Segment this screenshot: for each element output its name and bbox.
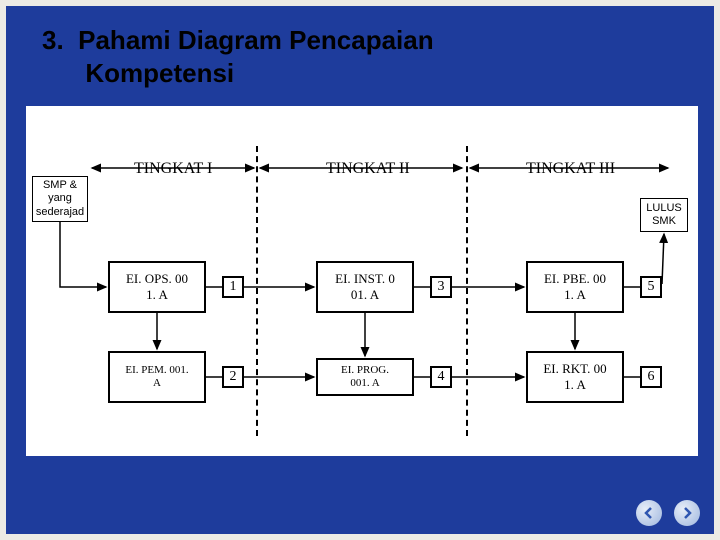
step-6: 6 <box>640 366 662 388</box>
level-2-label: TINGKAT II <box>326 160 410 178</box>
level-3-label: TINGKAT III <box>526 160 615 178</box>
separator-2 <box>466 146 468 436</box>
step-2: 2 <box>222 366 244 388</box>
separator-1 <box>256 146 258 436</box>
node-ops: EI. OPS. 00 1. A <box>108 261 206 313</box>
output-box-text: LULUS SMK <box>646 202 681 228</box>
node-inst-text: EI. INST. 0 01. A <box>335 271 395 302</box>
level-1-label: TINGKAT I <box>134 160 212 178</box>
node-pem: EI. PEM. 001. A <box>108 351 206 403</box>
input-box-text: SMP & yang sederajad <box>36 179 84 219</box>
node-rkt-text: EI. RKT. 00 1. A <box>543 361 606 392</box>
node-ops-text: EI. OPS. 00 1. A <box>126 271 188 302</box>
chevron-left-icon <box>642 506 656 520</box>
prev-button[interactable] <box>636 500 662 526</box>
diagram-canvas: TINGKAT I TINGKAT II TINGKAT III SMP & y… <box>26 106 698 456</box>
node-pem-text: EI. PEM. 001. A <box>125 364 188 390</box>
slide-background: 3. Pahami Diagram Pencapaian Kompetensi … <box>6 6 714 534</box>
node-rkt: EI. RKT. 00 1. A <box>526 351 624 403</box>
node-prog: EI. PROG. 001. A <box>316 358 414 396</box>
slide-title: 3. Pahami Diagram Pencapaian Kompetensi <box>42 24 434 89</box>
title-text: 3. Pahami Diagram Pencapaian Kompetensi <box>42 25 434 88</box>
node-prog-text: EI. PROG. 001. A <box>341 364 389 390</box>
step-1: 1 <box>222 276 244 298</box>
input-box: SMP & yang sederajad <box>32 176 88 222</box>
node-inst: EI. INST. 0 01. A <box>316 261 414 313</box>
step-5: 5 <box>640 276 662 298</box>
node-pbe-text: EI. PBE. 00 1. A <box>544 271 606 302</box>
node-pbe: EI. PBE. 00 1. A <box>526 261 624 313</box>
chevron-right-icon <box>680 506 694 520</box>
step-4: 4 <box>430 366 452 388</box>
step-3: 3 <box>430 276 452 298</box>
output-box: LULUS SMK <box>640 198 688 232</box>
next-button[interactable] <box>674 500 700 526</box>
